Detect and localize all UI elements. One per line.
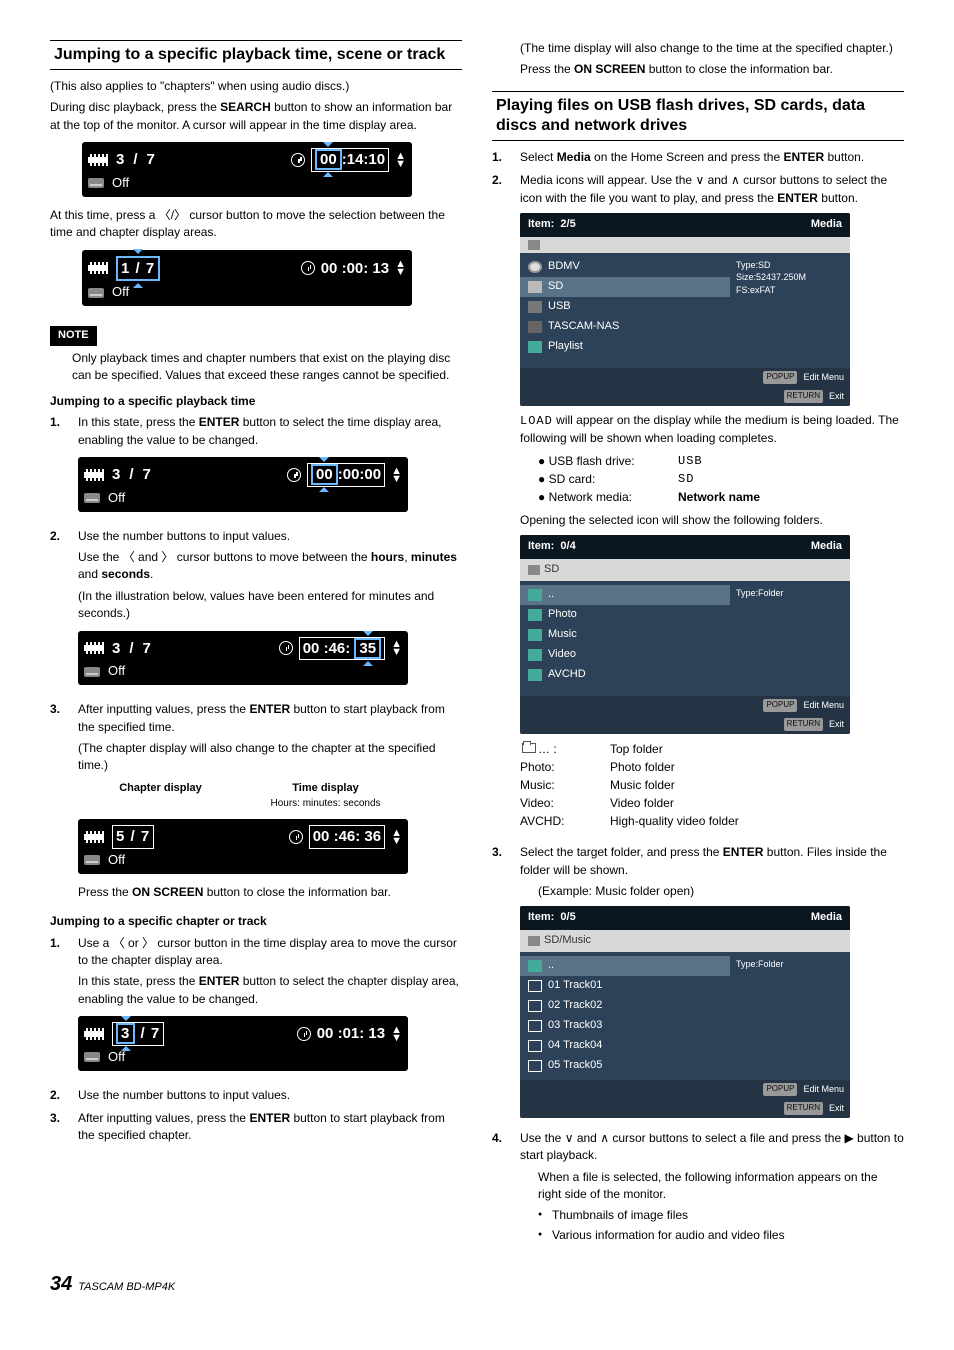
folder-icon [522,743,536,753]
r-step-3: Select the target folder, and press the … [520,844,904,1124]
folder-icon [528,629,542,641]
up-folder-icon [528,589,542,601]
file-icon [528,1000,542,1012]
subtitle-icon [88,178,104,188]
chapter-icon [88,262,108,274]
r-step-2: Media icons will appear. Use the ∨ and ∧… [520,172,904,838]
top-para-1: (The time display will also change to th… [520,40,904,57]
top-para-2: Press the ON SCREEN button to close the … [520,61,904,78]
folder-icon [528,669,542,681]
sd-card-icon [528,240,540,250]
nas-icon [528,321,542,333]
caption-row: Chapter display Time displayHours: minut… [78,781,408,811]
r-step-4: Use the ∨ and ∧ cursor buttons to select… [520,1130,904,1246]
file-icon [528,1020,542,1032]
file-icon [528,1040,542,1052]
osd-bar-5: 5 / 7 00 :46: 36 ▲▼ Off [78,819,408,874]
step-2-1: Use a 〈 or 〉 cursor button in the time d… [78,935,462,1081]
folder-legend: … :Top folder Photo:Photo folder Music:M… [520,740,904,830]
osd-bar-6: 3 / 7 00 :01: 13 ▲▼ Off [78,1016,408,1071]
intro-para-1: (This also applies to "chapters" when us… [50,78,462,95]
playlist-icon [528,341,542,353]
disc-icon [528,261,542,273]
page-number: 34 [50,1270,72,1299]
heading-jump-chapter: Jumping to a specific chapter or track [50,913,462,930]
osd-bar-1: 3 / 7 00:14:10 ▲▼ Off [82,142,412,197]
media-screen-2: Item: 0/4Media SD .. Photo Music Video A… [520,535,850,734]
clock-icon [301,261,315,275]
sd-icon [528,281,542,293]
load-table: ● USB flash drive:USB ● SD card:SD ● Net… [538,452,904,506]
osd-bar-4: 3/7 00 :46: 35 ▲▼ Off [78,631,408,686]
note-label: NOTE [50,326,97,346]
folder-icon [528,649,542,661]
step-1-1: In this state, press the ENTER button to… [78,414,462,521]
left-column: Jumping to a specific playback time, sce… [50,40,462,1252]
folder-icon [528,609,542,621]
up-folder-icon [528,960,542,972]
intro-para-2: During disc playback, press the SEARCH b… [50,99,462,134]
note-body: Only playback times and chapter numbers … [50,350,462,385]
usb-icon [528,301,542,313]
media-screen-1: Item: 2/5Media BDMV SD USB TASCAM-NAS Pl… [520,213,850,406]
r-step-1: Select Media on the Home Screen and pres… [520,149,904,166]
file-icon [528,980,542,992]
lcd-load: LOAD [520,414,553,428]
osd-bar-2: 1 / 7 00 :00: 13 ▲▼ Off [82,250,412,307]
page-footer: 34 TASCAM BD-MP4K [50,1270,904,1299]
heading-jump-time: Jumping to a specific playback time [50,393,462,410]
file-icon [528,1060,542,1072]
osd-bar-3: 3/7 00:00:00 ▲▼ Off [78,457,408,512]
subtitle-icon [88,288,104,298]
clock-icon [291,153,305,167]
after-osd1: At this time, press a 〈/〉 cursor button … [50,207,462,242]
chapter-icon [88,154,108,166]
product-name: TASCAM BD-MP4K [78,1280,175,1296]
step-2-2: Use the number buttons to input values. [78,1087,462,1104]
media-screen-3: Item: 0/5Media SD/Music .. 01 Track01 02… [520,906,850,1118]
right-column: (The time display will also change to th… [492,40,904,1252]
step-2-3: After inputting values, press the ENTER … [78,1110,462,1145]
heading-jump: Jumping to a specific playback time, sce… [50,40,462,70]
heading-usb: Playing files on USB flash drives, SD ca… [492,91,904,141]
step-1-3: After inputting values, press the ENTER … [78,701,462,905]
step-1-2: Use the number buttons to input values. … [78,528,462,696]
